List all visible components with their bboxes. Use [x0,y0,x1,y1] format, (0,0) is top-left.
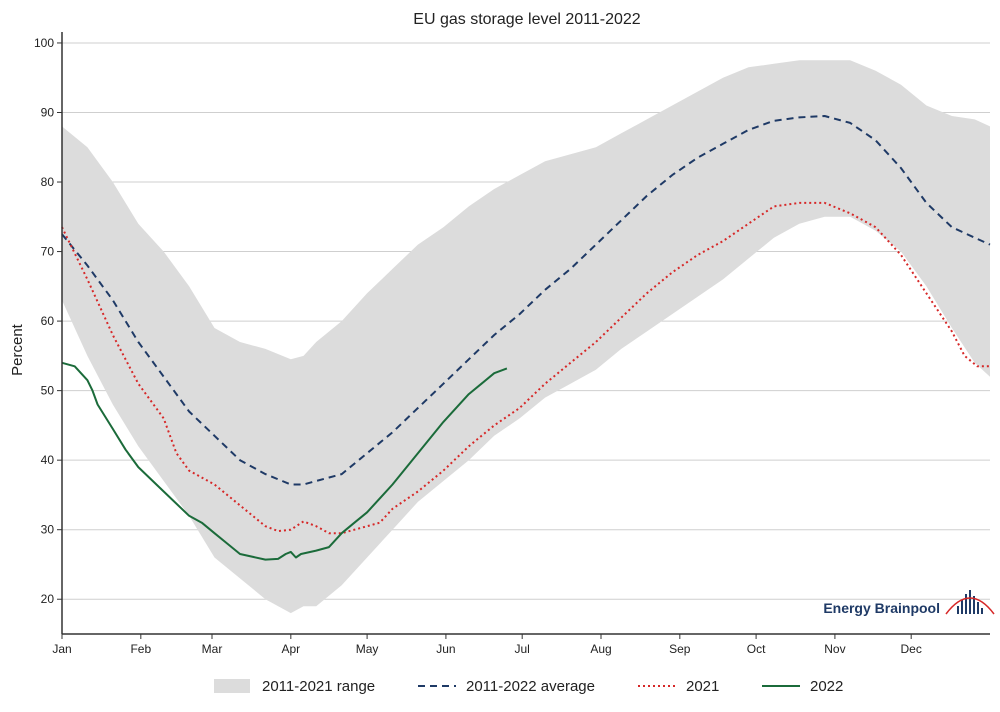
logo-mark-icon [945,590,995,615]
y-tick-label: 40 [41,453,55,467]
x-tick-label: Nov [824,642,845,656]
x-tick-label: Sep [669,642,691,656]
series-line-2 [61,201,990,535]
y-tick-label: 80 [41,175,55,189]
legend-swatch-range [214,679,250,693]
y-tick-label: 50 [41,384,55,398]
series-line-1 [61,115,991,486]
y-tick-label: 70 [41,245,55,259]
x-tick-label: Aug [590,642,611,656]
plot-area [61,60,991,614]
x-tick-label: Jul [515,642,530,656]
y-tick-label: 60 [41,314,55,328]
x-tick-label: Dec [901,642,922,656]
x-tick-label: Oct [747,642,766,656]
legend-label-3: 2022 [810,678,843,695]
legend-label-0: 2011-2021 range [262,678,375,695]
series-line-3 [61,361,508,561]
x-tick-label: Mar [202,642,223,656]
legend: 2011-2021 range 2011-2022 average 2021 2022 [214,678,843,695]
legend-label-2: 2021 [686,678,719,695]
y-tick-label: 90 [41,105,55,119]
x-tick-label: Jun [436,642,455,656]
logo-text: Energy Brainpool [823,600,940,616]
y-tick-label: 100 [34,36,54,50]
y-axis-label: Percent [9,323,26,376]
logo: Energy Brainpool [823,590,995,616]
x-tick-label: May [356,642,379,656]
y-tick-label: 20 [41,592,55,606]
axes: 20 30 40 50 60 70 80 90 100 Jan Feb Mar Apr May Jun Jul… [34,32,990,656]
y-tick-label: 30 [41,523,55,537]
x-tick-label: Apr [281,642,300,656]
chart-title: EU gas storage level 2011-2022 [413,11,641,28]
x-tick-label: Jan [52,642,71,656]
x-tick-label: Feb [130,642,151,656]
legend-label-1: 2011-2022 average [466,678,595,695]
series-range-band [62,60,990,614]
